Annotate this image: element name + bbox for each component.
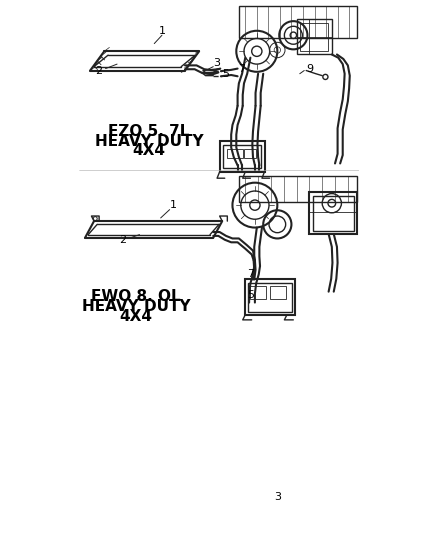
Text: HEAVY DUTY: HEAVY DUTY: [95, 134, 203, 149]
Bar: [227, 149, 243, 158]
Bar: [309, 192, 357, 234]
Text: 5: 5: [247, 290, 254, 300]
Text: 7: 7: [247, 269, 254, 279]
Bar: [270, 286, 286, 298]
Text: 7: 7: [238, 64, 245, 74]
Text: 4X4: 4X4: [133, 143, 166, 158]
Bar: [219, 141, 265, 172]
Bar: [239, 176, 357, 202]
Text: 2: 2: [119, 236, 126, 245]
Bar: [248, 282, 292, 311]
Bar: [297, 19, 332, 54]
Bar: [251, 286, 266, 298]
Bar: [313, 196, 354, 231]
Bar: [223, 145, 261, 168]
Text: 3: 3: [214, 58, 221, 68]
Bar: [245, 279, 295, 315]
Text: 1: 1: [170, 200, 177, 210]
Text: 1: 1: [159, 26, 166, 36]
Text: HEAVY DUTY: HEAVY DUTY: [82, 299, 191, 314]
Text: EWO 8. OL: EWO 8. OL: [92, 289, 181, 304]
Text: EZO 5. 7L: EZO 5. 7L: [109, 124, 190, 139]
Bar: [239, 6, 357, 38]
Text: 3: 3: [274, 492, 281, 502]
Text: 2: 2: [95, 66, 102, 76]
Text: 9: 9: [306, 63, 313, 74]
Text: 5: 5: [223, 69, 230, 79]
Text: 4X4: 4X4: [120, 309, 153, 324]
Bar: [300, 23, 328, 51]
Bar: [244, 149, 255, 158]
